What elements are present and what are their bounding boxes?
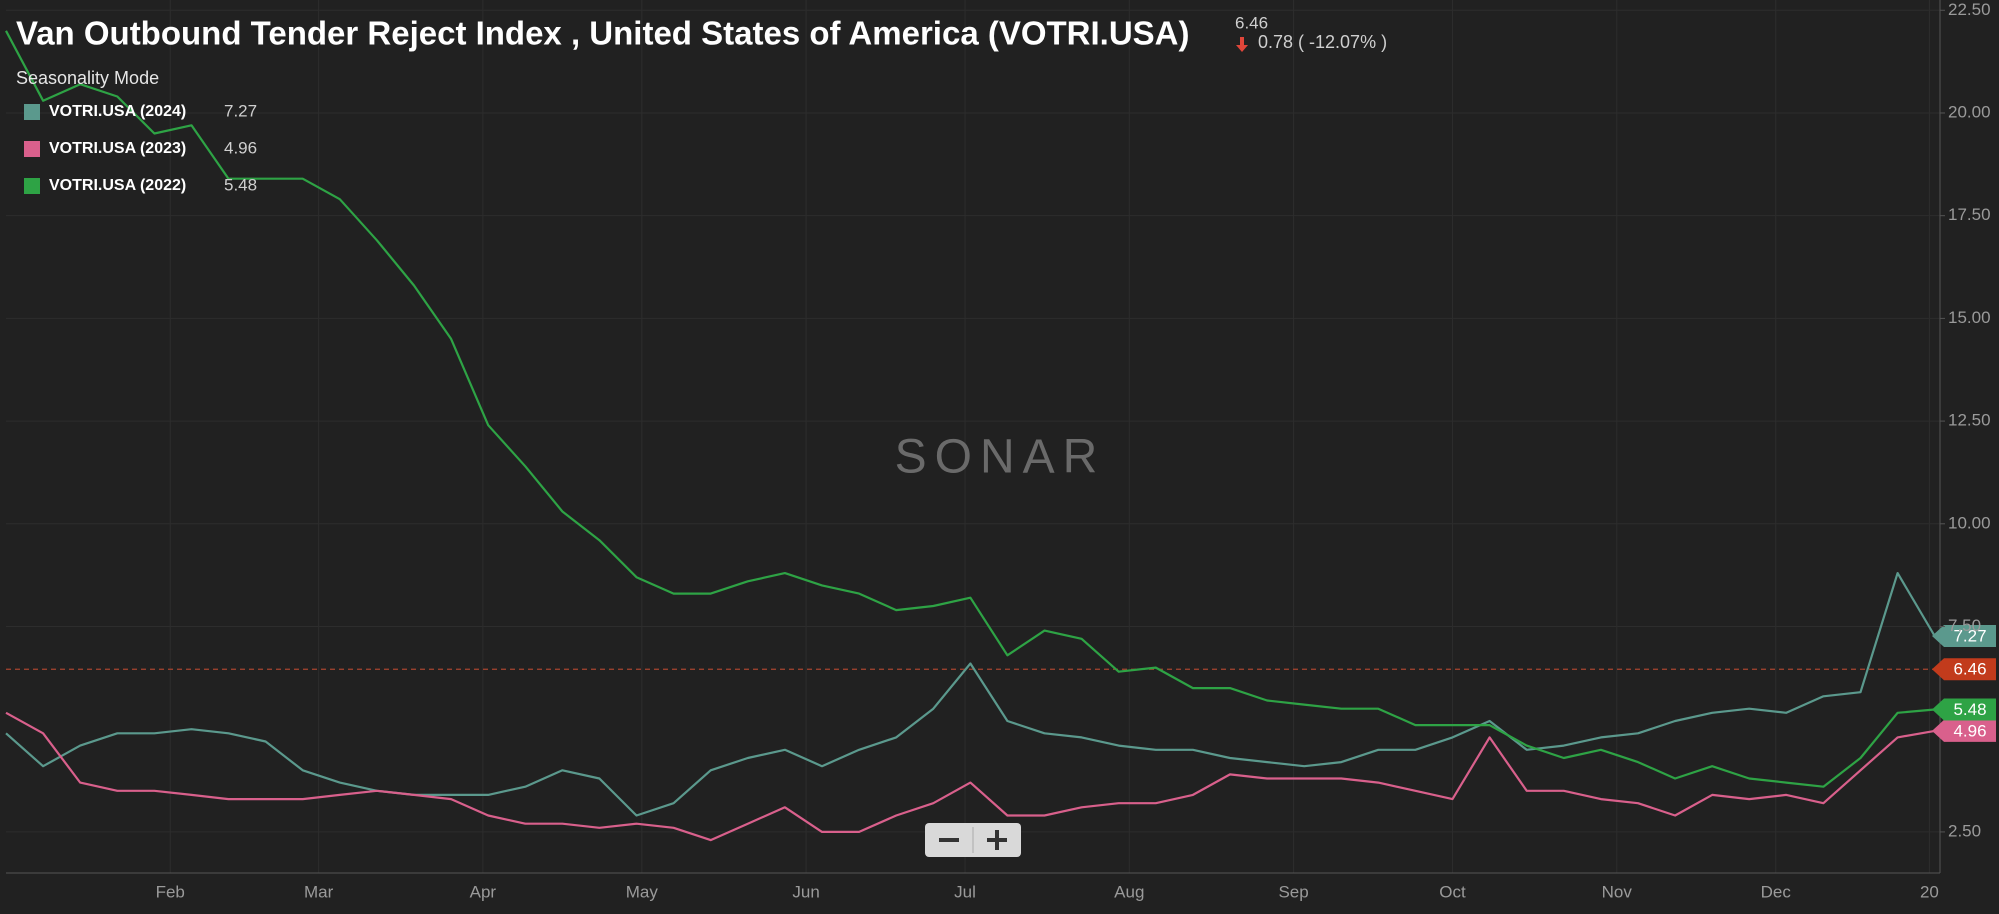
y-tick-label: 7.50 [1948, 616, 1981, 635]
last-value: 6.46 [1235, 13, 1268, 32]
legend-swatch [24, 141, 40, 157]
zoom-in-button[interactable] [987, 830, 1007, 850]
x-tick-label: Feb [156, 882, 185, 901]
x-tick-label: May [626, 882, 659, 901]
chart-title: Van Outbound Tender Reject Index , Unite… [16, 15, 1190, 52]
legend-value: 5.48 [224, 175, 257, 194]
legend-label: VOTRI.USA (2023) [49, 140, 186, 157]
y-tick-label: 17.50 [1948, 205, 1991, 224]
watermark: SONAR [895, 431, 1106, 484]
price-tag-label: 5.48 [1953, 700, 1986, 719]
y-tick-label: 22.50 [1948, 0, 1991, 19]
price-tag [1932, 719, 1996, 742]
price-tag [1932, 624, 1996, 647]
legend-swatch [24, 178, 40, 194]
change-label: 0.78 ( -12.07% ) [1258, 32, 1387, 52]
y-tick-label: 12.50 [1948, 411, 1991, 430]
x-tick-label: Jun [792, 882, 819, 901]
legend-label: VOTRI.USA (2022) [49, 177, 186, 194]
y-tick-label: 10.00 [1948, 513, 1991, 532]
x-tick-label: Mar [304, 882, 334, 901]
zoom-controls[interactable] [925, 823, 1021, 857]
x-tick-label: Apr [470, 882, 497, 901]
y-tick-label: 20.00 [1948, 102, 1991, 121]
x-tick-label: Nov [1602, 882, 1633, 901]
legend-value: 7.27 [224, 101, 257, 120]
price-tag [1932, 658, 1996, 681]
zoom-out-button[interactable] [939, 838, 959, 842]
grid [6, 0, 1940, 873]
x-tick-label: Oct [1439, 882, 1466, 901]
subtitle: Seasonality Mode [16, 68, 159, 88]
price-tag-label: 6.46 [1953, 660, 1986, 679]
x-tick-label: Aug [1114, 882, 1144, 901]
series-line [5, 572, 1936, 817]
y-tick-label: 2.50 [1948, 821, 1981, 840]
down-arrow-icon [1236, 37, 1248, 52]
price-tag [1932, 698, 1996, 721]
plot [5, 30, 1940, 842]
y-tick-label: 15.00 [1948, 308, 1991, 327]
legend-swatch [24, 104, 40, 120]
x-tick-label: Dec [1761, 882, 1792, 901]
price-tag-label: 7.27 [1953, 626, 1986, 645]
price-tags: 6.46 7.27 4.96 5.48 [1932, 624, 1996, 742]
legend-label: VOTRI.USA (2024) [49, 103, 186, 120]
series-line [5, 711, 1935, 842]
series-line [5, 30, 1935, 788]
x-tick-label: Jul [954, 882, 976, 901]
legend-value: 4.96 [224, 138, 257, 157]
x-tick-label: 20 [1920, 882, 1939, 901]
price-tag-label: 4.96 [1953, 721, 1986, 740]
legend: VOTRI.USA (2024) 7.27 VOTRI.USA (2023) 4.96… [24, 101, 257, 194]
x-tick-label: Sep [1278, 882, 1308, 901]
